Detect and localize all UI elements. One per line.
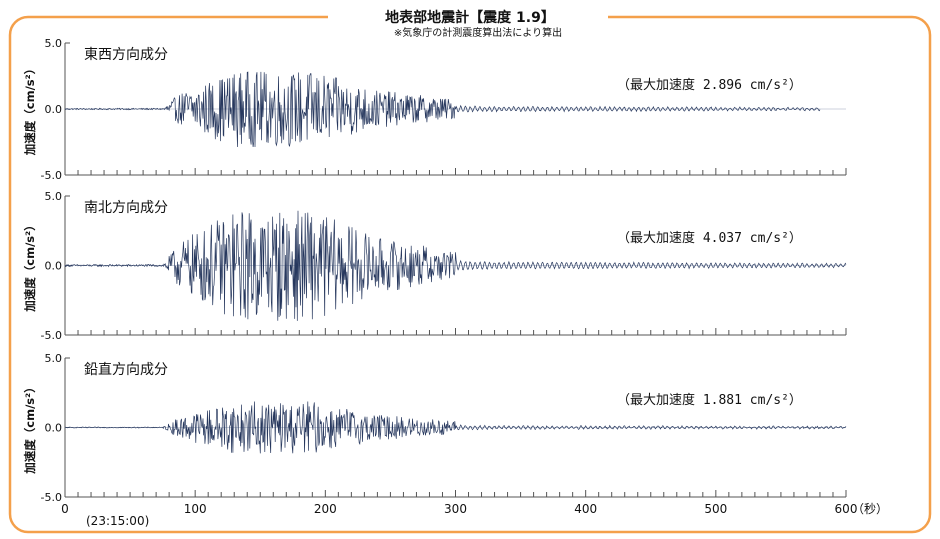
panel-title: 鉛直方向成分 [84, 361, 168, 378]
y-tick-label: 5.0 [45, 190, 63, 203]
y-tick-label: 0.0 [45, 103, 63, 116]
peak-label: （最大加速度 2.896 cm/s²） [617, 77, 802, 93]
y-tick-label: 0.0 [45, 260, 63, 273]
x-axis: 0 100 200 300 400 500 600 (23:15:00) （秒） [61, 502, 888, 528]
x-tick-label: 100 [184, 502, 207, 516]
x-tick-label: 500 [704, 502, 727, 516]
panels: 5.0 0.0 -5.0 加速度（cm/s²） 東西方向成分 （最大加速度 2.896 c… [23, 37, 847, 504]
x-start-time-label: (23:15:00) [86, 514, 149, 528]
y-tick-label: -5.0 [41, 491, 62, 504]
y-axis-label: 加速度（cm/s²） [23, 63, 37, 156]
peak-label: （最大加速度 1.881 cm/s²） [617, 392, 802, 408]
y-axis-label: 加速度（cm/s²） [23, 381, 37, 474]
panel-2: 5.0 0.0 -5.0 加速度（cm/s²） 南北方向成分 （最大加速度 4.037 c… [23, 190, 847, 342]
waveform-trace [65, 401, 847, 454]
y-tick-label: -5.0 [41, 329, 62, 342]
chart-title: 地表部地震計【震度 1.9】 [385, 9, 555, 26]
x-axis-unit: （秒） [852, 502, 888, 516]
y-axis-label: 加速度（cm/s²） [23, 219, 37, 312]
y-tick-label: 5.0 [45, 352, 63, 365]
chart-subtitle: ※気象庁の計測震度算出法により算出 [394, 26, 562, 39]
waveform-trace [64, 210, 847, 321]
waveform-trace [64, 71, 821, 148]
panel-3: 5.0 0.0 -5.0 加速度（cm/s²） 鉛直方向成分 （最大加速度 1.881 c… [23, 352, 847, 504]
panel-title: 南北方向成分 [84, 200, 168, 216]
y-tick-label: -5.0 [41, 169, 62, 182]
y-tick-label: 0.0 [45, 422, 63, 435]
x-tick-label: 400 [574, 502, 597, 516]
panel-title: 東西方向成分 [84, 47, 168, 63]
x-tick-label: 200 [314, 502, 337, 516]
y-tick-label: 5.0 [45, 37, 63, 50]
x-tick-label: 600 [835, 502, 858, 516]
panel-1: 5.0 0.0 -5.0 加速度（cm/s²） 東西方向成分 （最大加速度 2.896 c… [23, 37, 847, 182]
x-tick-label: 0 [61, 502, 69, 516]
title-mask [328, 8, 608, 30]
x-tick-label: 300 [444, 502, 467, 516]
peak-label: （最大加速度 4.037 cm/s²） [617, 230, 802, 246]
